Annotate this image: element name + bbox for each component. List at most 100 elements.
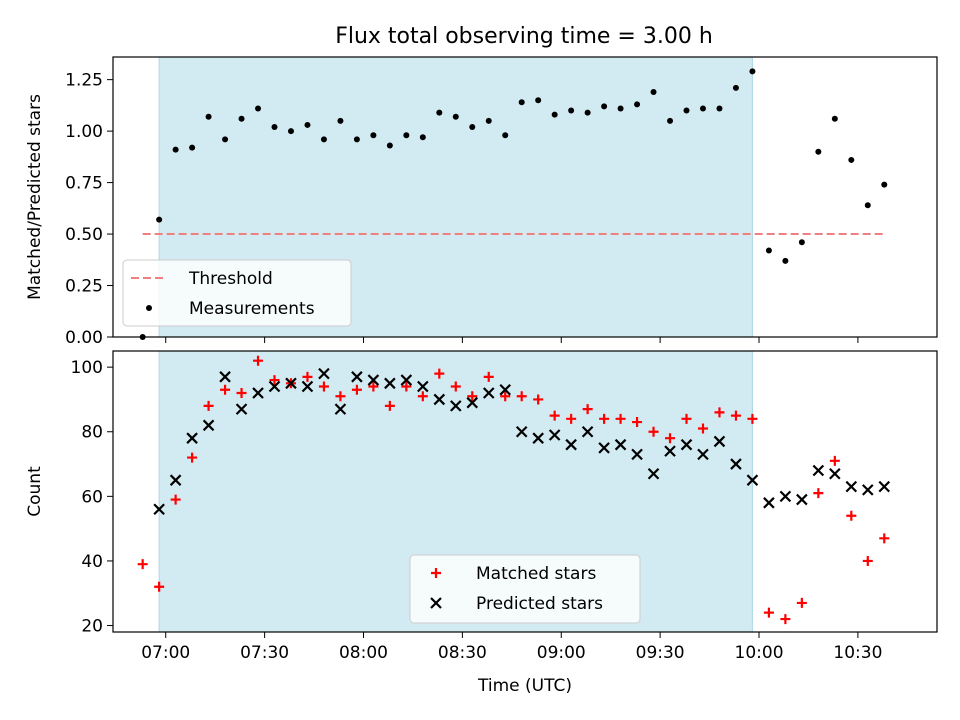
predicted-star-point [285, 377, 297, 390]
measurement-point [683, 107, 690, 114]
measurement-point [535, 97, 542, 104]
y-tick-label: 0.50 [65, 225, 103, 245]
measurement-point [485, 117, 492, 124]
matched-star-point [549, 410, 560, 421]
matched-star-point [500, 391, 511, 402]
matched-star-point [187, 452, 198, 463]
legend-label: Matched stars [476, 564, 596, 584]
measurement-point [584, 109, 591, 116]
predicted-star-point [878, 480, 891, 493]
count-legend: Matched stars Predicted stars [409, 554, 641, 624]
matched-star-point [681, 413, 692, 424]
matched-star-point [368, 381, 379, 392]
predicted-star-point [664, 445, 676, 457]
matched-star-point [582, 404, 593, 415]
matched-star-point [599, 413, 610, 424]
matched-star-point [533, 394, 544, 405]
predicted-star-point [581, 425, 594, 438]
predicted-star-point [779, 490, 792, 503]
matched-star-point [154, 581, 165, 592]
matched-star-point [730, 410, 741, 421]
matched-star-point [137, 559, 148, 570]
predicted-star-point [713, 435, 726, 448]
y-axis-label-ratio: Matched/Predicted stars [25, 94, 45, 300]
predicted-star-point [367, 374, 380, 386]
measurement-point [419, 134, 426, 141]
measurement-point [551, 111, 558, 118]
measurement-point [716, 105, 723, 112]
predicted-star-point [746, 474, 759, 486]
measurement-point [337, 117, 344, 124]
measurement-point [699, 105, 706, 112]
predicted-star-point [730, 458, 742, 470]
predicted-star-point [417, 380, 429, 393]
matched-star-point [796, 597, 807, 608]
ratio-plot-frame [112, 56, 938, 338]
predicted-star-point [548, 429, 561, 441]
measurement-point [617, 105, 624, 112]
predicted-star-point [631, 448, 643, 461]
measurement-point [469, 124, 476, 130]
y-tick-label: 60 [81, 487, 103, 507]
legend-box [409, 554, 641, 624]
legend-label: Predicted stars [476, 594, 603, 614]
predicted-star-point [466, 396, 479, 409]
measurement-point [815, 148, 822, 155]
x-axis-label-time: Time (UTC) [477, 676, 572, 696]
x-tick-label: 08:30 [438, 643, 487, 663]
matched-star-point [813, 488, 824, 499]
measurement-point [287, 128, 294, 135]
matched-star-point [203, 400, 214, 411]
predicted-star-point [482, 387, 495, 399]
matched-star-point [318, 381, 329, 392]
predicted-star-point [499, 383, 512, 396]
predicted-star-point [862, 484, 874, 496]
x-tick-label: 10:30 [833, 643, 882, 663]
measurement-point [502, 132, 509, 139]
legend-box [122, 259, 352, 327]
matched-star-point [648, 426, 659, 437]
predicted-star-point [680, 438, 693, 451]
matched-star-point [566, 413, 577, 424]
y-tick-label: 40 [81, 552, 103, 572]
measurement-point [386, 142, 393, 149]
x-axis-top [165, 337, 859, 343]
measurement-point [452, 113, 459, 120]
measurement-point [881, 181, 888, 188]
x-tick-label: 07:00 [141, 643, 190, 663]
measurement-point [320, 136, 327, 143]
measurement-point [765, 247, 772, 254]
predicted-star-point [515, 425, 528, 438]
matched-star-point [665, 433, 676, 444]
measurement-point [848, 156, 855, 163]
predicted-star-point [219, 371, 231, 383]
matched-star-point [747, 413, 758, 424]
x-tick-label: 09:30 [636, 643, 685, 663]
predicted-star-point [433, 393, 446, 406]
measurement-point [634, 101, 641, 108]
predicted-star-point [334, 403, 347, 415]
predicted-star-point [450, 400, 462, 412]
measurement-point [667, 117, 674, 124]
predicted-star-point [153, 503, 165, 516]
predicted-star-point [697, 448, 709, 461]
measurement-point [304, 121, 311, 128]
predicted-star-point [252, 387, 264, 399]
matched-star-point [351, 384, 362, 395]
predicted-star-point [202, 419, 215, 432]
measurement-point [156, 216, 163, 223]
measurement-point [403, 132, 410, 139]
y-axis-count: 20 40 60 80 100 [71, 358, 113, 637]
predicted-star-point [318, 367, 330, 380]
matched-star-point [615, 413, 626, 424]
measurement-point [749, 68, 756, 75]
matched-star-point [516, 391, 527, 402]
predicted-star-point [400, 374, 413, 386]
y-tick-label: 0.75 [65, 174, 103, 194]
predicted-star-point [647, 467, 660, 480]
matched-star-point [417, 391, 428, 402]
matched-star-point [401, 381, 412, 392]
legend-label: Threshold [188, 269, 273, 289]
x-tick-label: 07:30 [240, 643, 289, 663]
